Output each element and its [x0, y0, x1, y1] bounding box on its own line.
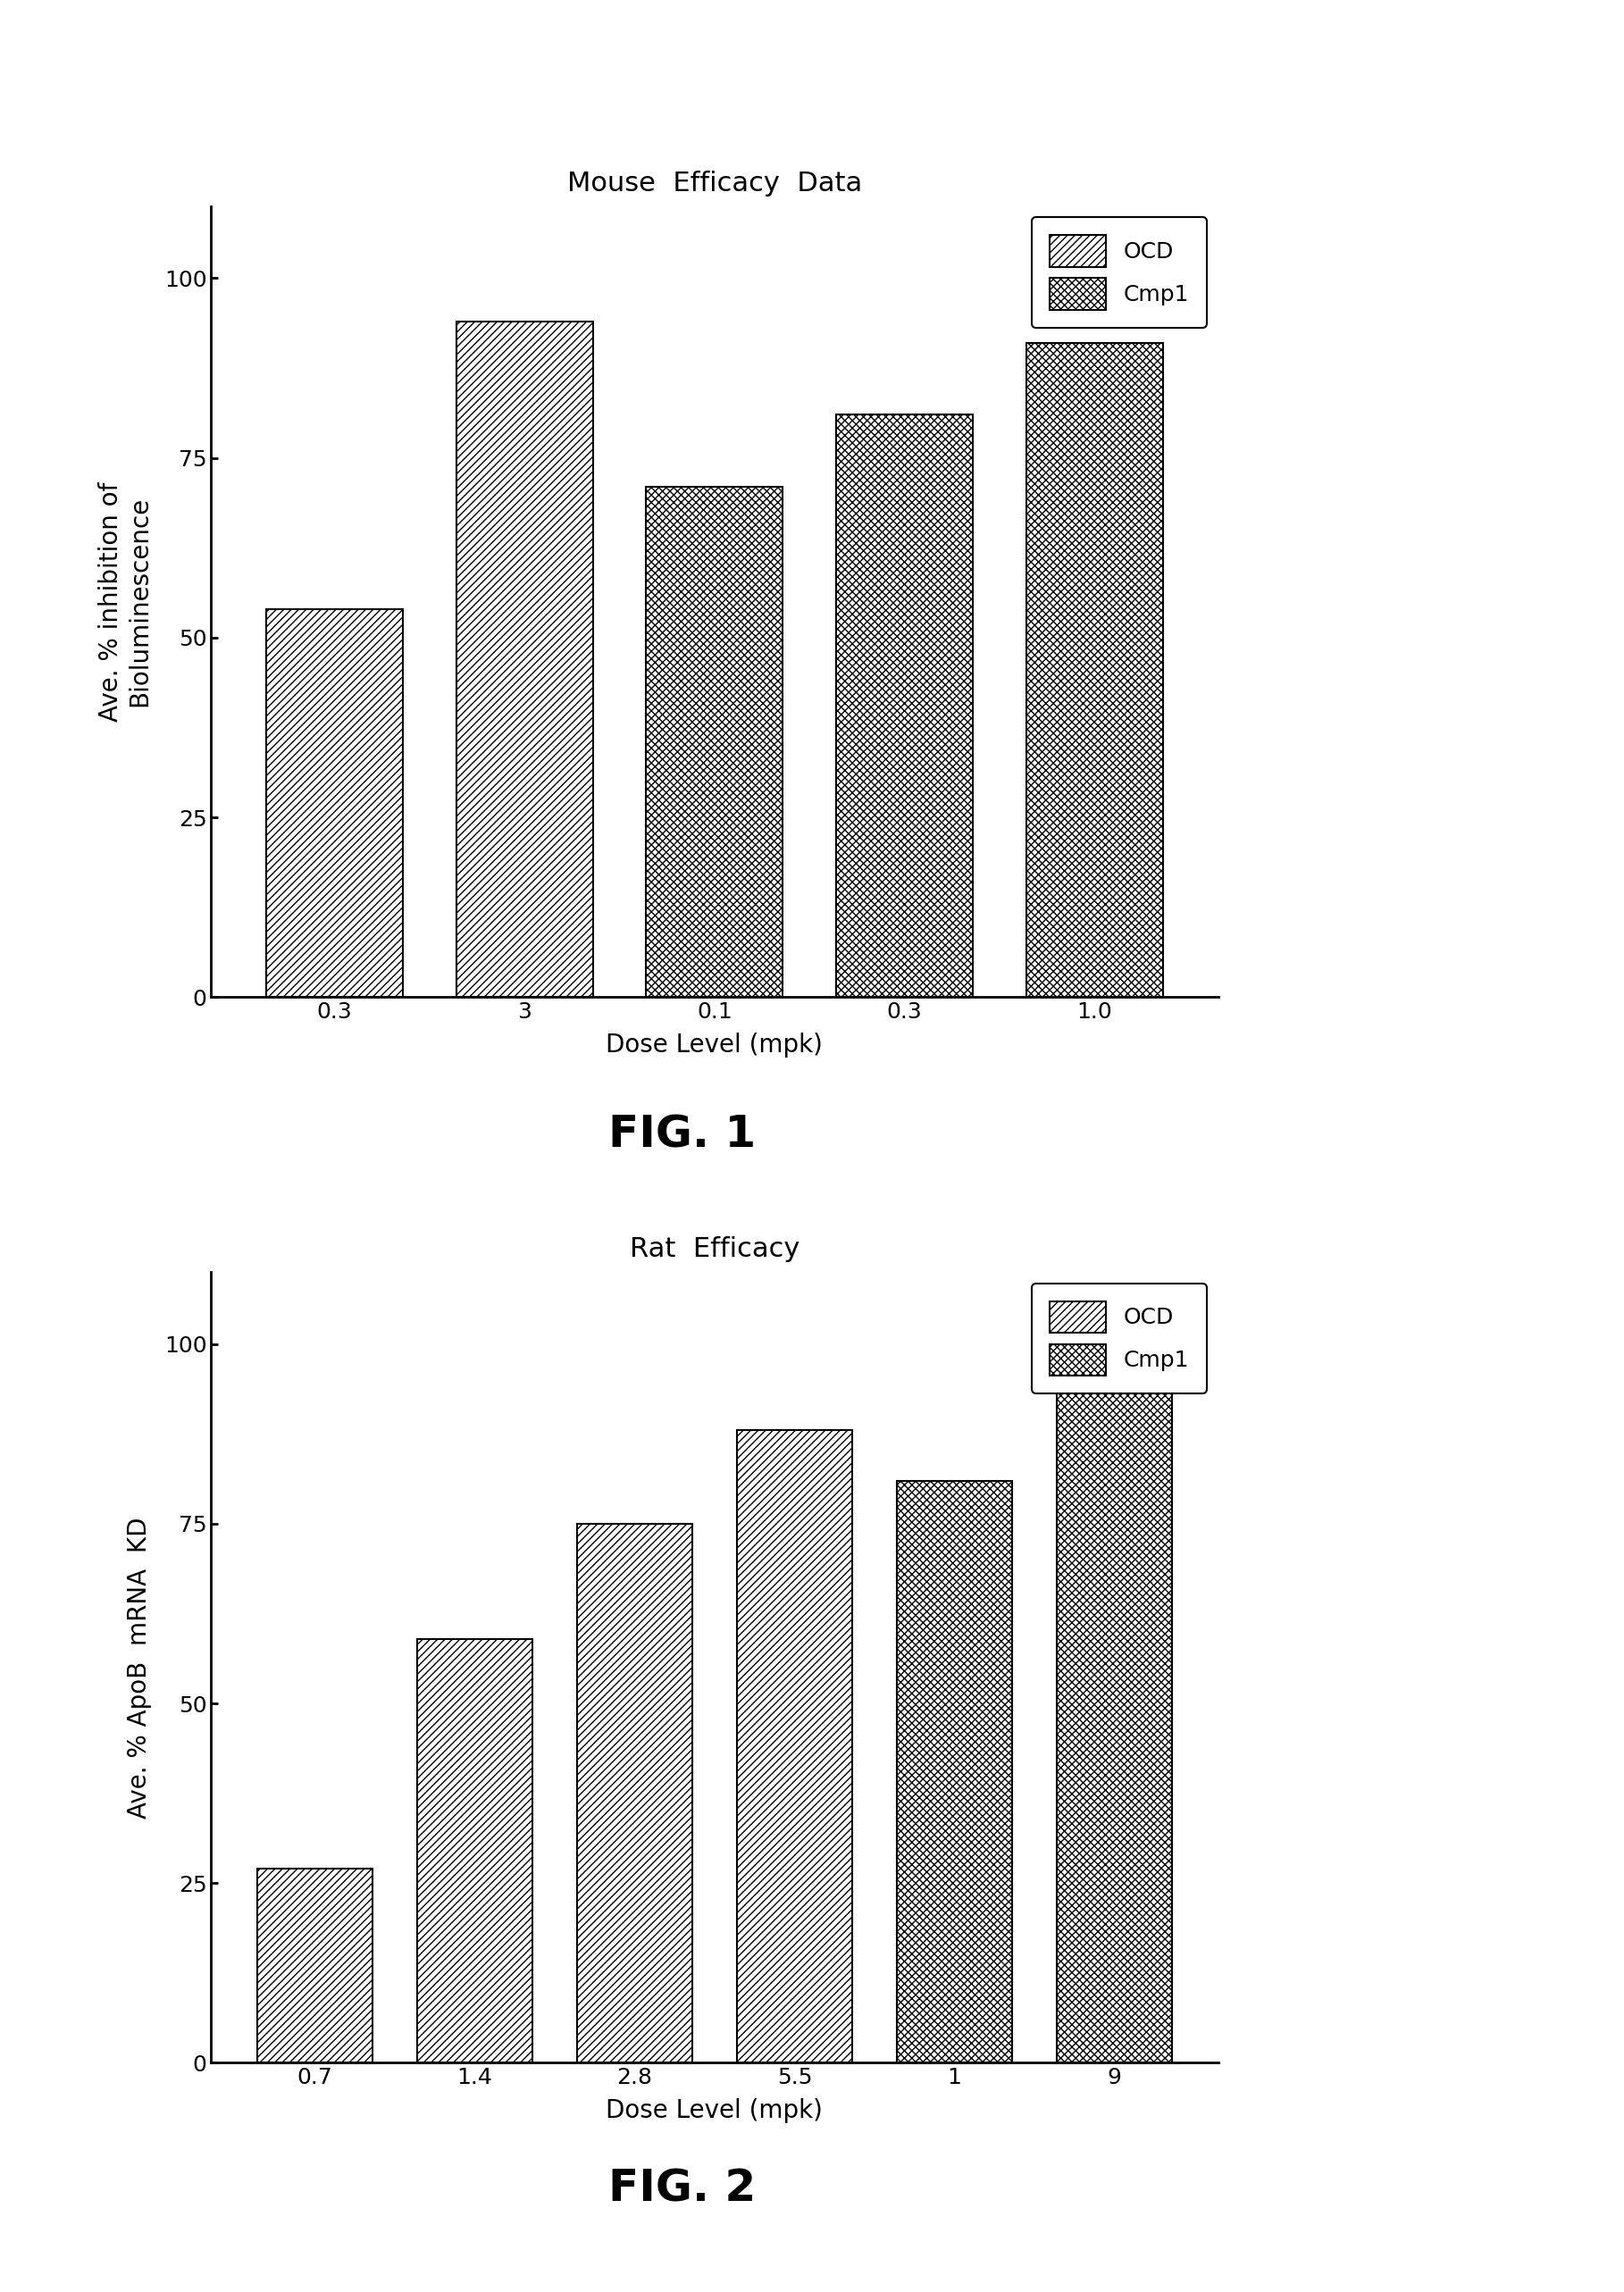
- Text: FIG. 1: FIG. 1: [609, 1114, 755, 1155]
- Bar: [896, 1481, 1012, 2063]
- Text: FIG. 2: FIG. 2: [609, 2168, 755, 2209]
- X-axis label: Dose Level (mpk): Dose Level (mpk): [606, 1034, 823, 1057]
- Legend: OCD, Cmp1: OCD, Cmp1: [1031, 1284, 1207, 1394]
- X-axis label: Dose Level (mpk): Dose Level (mpk): [606, 2099, 823, 2122]
- Bar: [577, 1524, 692, 2063]
- Bar: [258, 1868, 372, 2063]
- Bar: [1057, 1387, 1171, 2063]
- Title: Mouse  Efficacy  Data: Mouse Efficacy Data: [567, 172, 862, 197]
- Bar: [737, 1430, 853, 2063]
- Bar: [1026, 344, 1163, 997]
- Bar: [417, 1639, 533, 2063]
- Y-axis label: Ave. % ApoB  mRNA  KD: Ave. % ApoB mRNA KD: [127, 1517, 151, 1818]
- Y-axis label: Ave. % inhibition of
Bioluminescence: Ave. % inhibition of Bioluminescence: [97, 481, 151, 722]
- Title: Rat  Efficacy: Rat Efficacy: [630, 1238, 799, 1263]
- Bar: [836, 415, 973, 997]
- Bar: [266, 610, 403, 997]
- Bar: [456, 321, 593, 997]
- Legend: OCD, Cmp1: OCD, Cmp1: [1031, 218, 1207, 328]
- Bar: [646, 486, 783, 997]
